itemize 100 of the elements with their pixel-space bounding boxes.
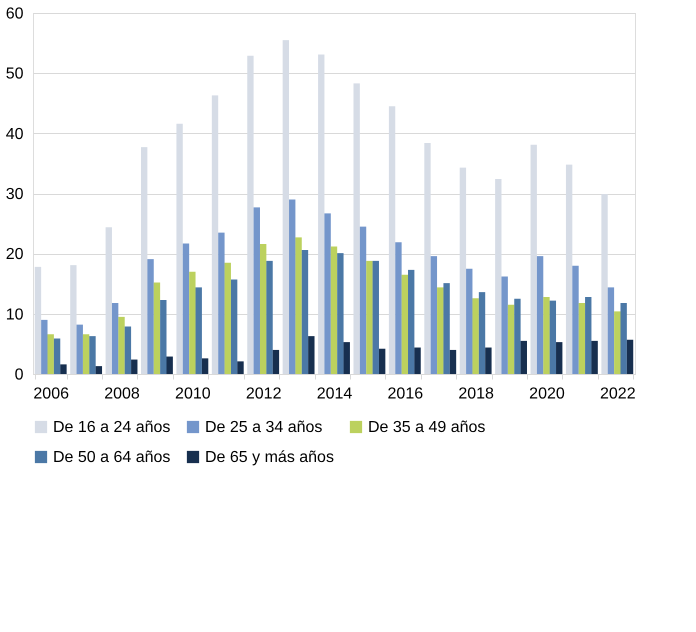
x-tick-label: 2016 [388,386,424,402]
bar [508,304,514,374]
bar [330,246,338,374]
bar [60,364,67,374]
bar [353,83,360,374]
bar [324,213,331,374]
bar [485,348,492,374]
bar [608,287,614,374]
bar [282,40,290,374]
bar [556,342,562,374]
y-tick-label: 10 [6,306,24,324]
bar [478,292,486,374]
bar [112,303,118,374]
bar [536,256,544,374]
bar [154,282,160,374]
bar [76,324,83,374]
bar [366,260,373,374]
bar [70,265,77,374]
bar [572,266,579,374]
bar [408,270,414,374]
y-tick-label: 30 [6,186,24,203]
bar [578,303,586,374]
x-tick-label: 2020 [529,386,565,402]
bar [520,340,527,374]
bar [414,348,421,374]
bar [160,300,166,374]
bar [118,316,125,374]
bar [308,336,315,374]
bar [424,142,431,374]
bar [460,168,466,374]
bar [266,260,273,374]
bar [182,243,190,374]
bar [514,298,521,374]
x-tick-label: 2014 [316,386,352,402]
bar [295,237,302,374]
x-tick-label: 2012 [246,386,282,402]
legend-label: De 25 a 34 años [205,419,322,436]
bar [202,358,208,374]
bar [48,334,54,374]
x-tick-label: 2008 [104,386,140,402]
bar [437,287,444,374]
bar [230,280,238,374]
bar [430,256,438,374]
bar [260,244,266,374]
bar [302,250,308,374]
y-tick-label: 50 [6,66,24,83]
bar [106,227,112,374]
bar [450,350,456,374]
bar [443,283,450,374]
bar [247,56,254,374]
bar [472,298,479,374]
bar [372,260,379,374]
legend-label: De 35 a 49 años [368,419,486,436]
bar [254,207,260,374]
bar [147,259,154,374]
y-tick-label: 20 [6,246,24,264]
bar [224,262,231,374]
bar [318,54,324,374]
bar [360,226,366,374]
bar [601,194,608,374]
bar [378,348,386,374]
bar [82,334,90,374]
legend-label: De 65 y más años [205,449,334,466]
x-tick-label: 2018 [458,386,494,402]
bar [543,296,550,374]
bar [237,361,244,374]
bar [289,200,296,374]
bar [131,360,138,374]
bar [626,340,634,374]
bar [141,147,148,374]
bar [124,326,132,374]
y-tick-label: 60 [6,6,24,22]
bar [530,144,537,374]
bar [337,253,344,374]
bar [402,274,408,374]
bar [566,164,572,374]
bar [212,95,218,374]
legend-label: De 50 a 64 años [53,449,170,466]
x-tick-label: 2006 [33,386,70,402]
bar [272,350,280,374]
bar [176,124,183,374]
bar [41,320,48,374]
bar [591,340,598,374]
bar [395,242,402,374]
bar [89,336,96,374]
bar [495,179,502,374]
bar [96,366,102,374]
bar [388,106,396,374]
x-tick-label: 2022 [600,386,636,402]
bar [550,300,556,374]
y-tick-label: 40 [6,126,24,143]
bar [466,268,472,374]
bar [620,303,627,374]
x-tick-label: 2010 [175,386,211,402]
bar [502,276,508,374]
bar [54,338,60,374]
bar [585,296,592,374]
bar [614,311,620,374]
bar [166,356,173,374]
bar [344,342,350,374]
